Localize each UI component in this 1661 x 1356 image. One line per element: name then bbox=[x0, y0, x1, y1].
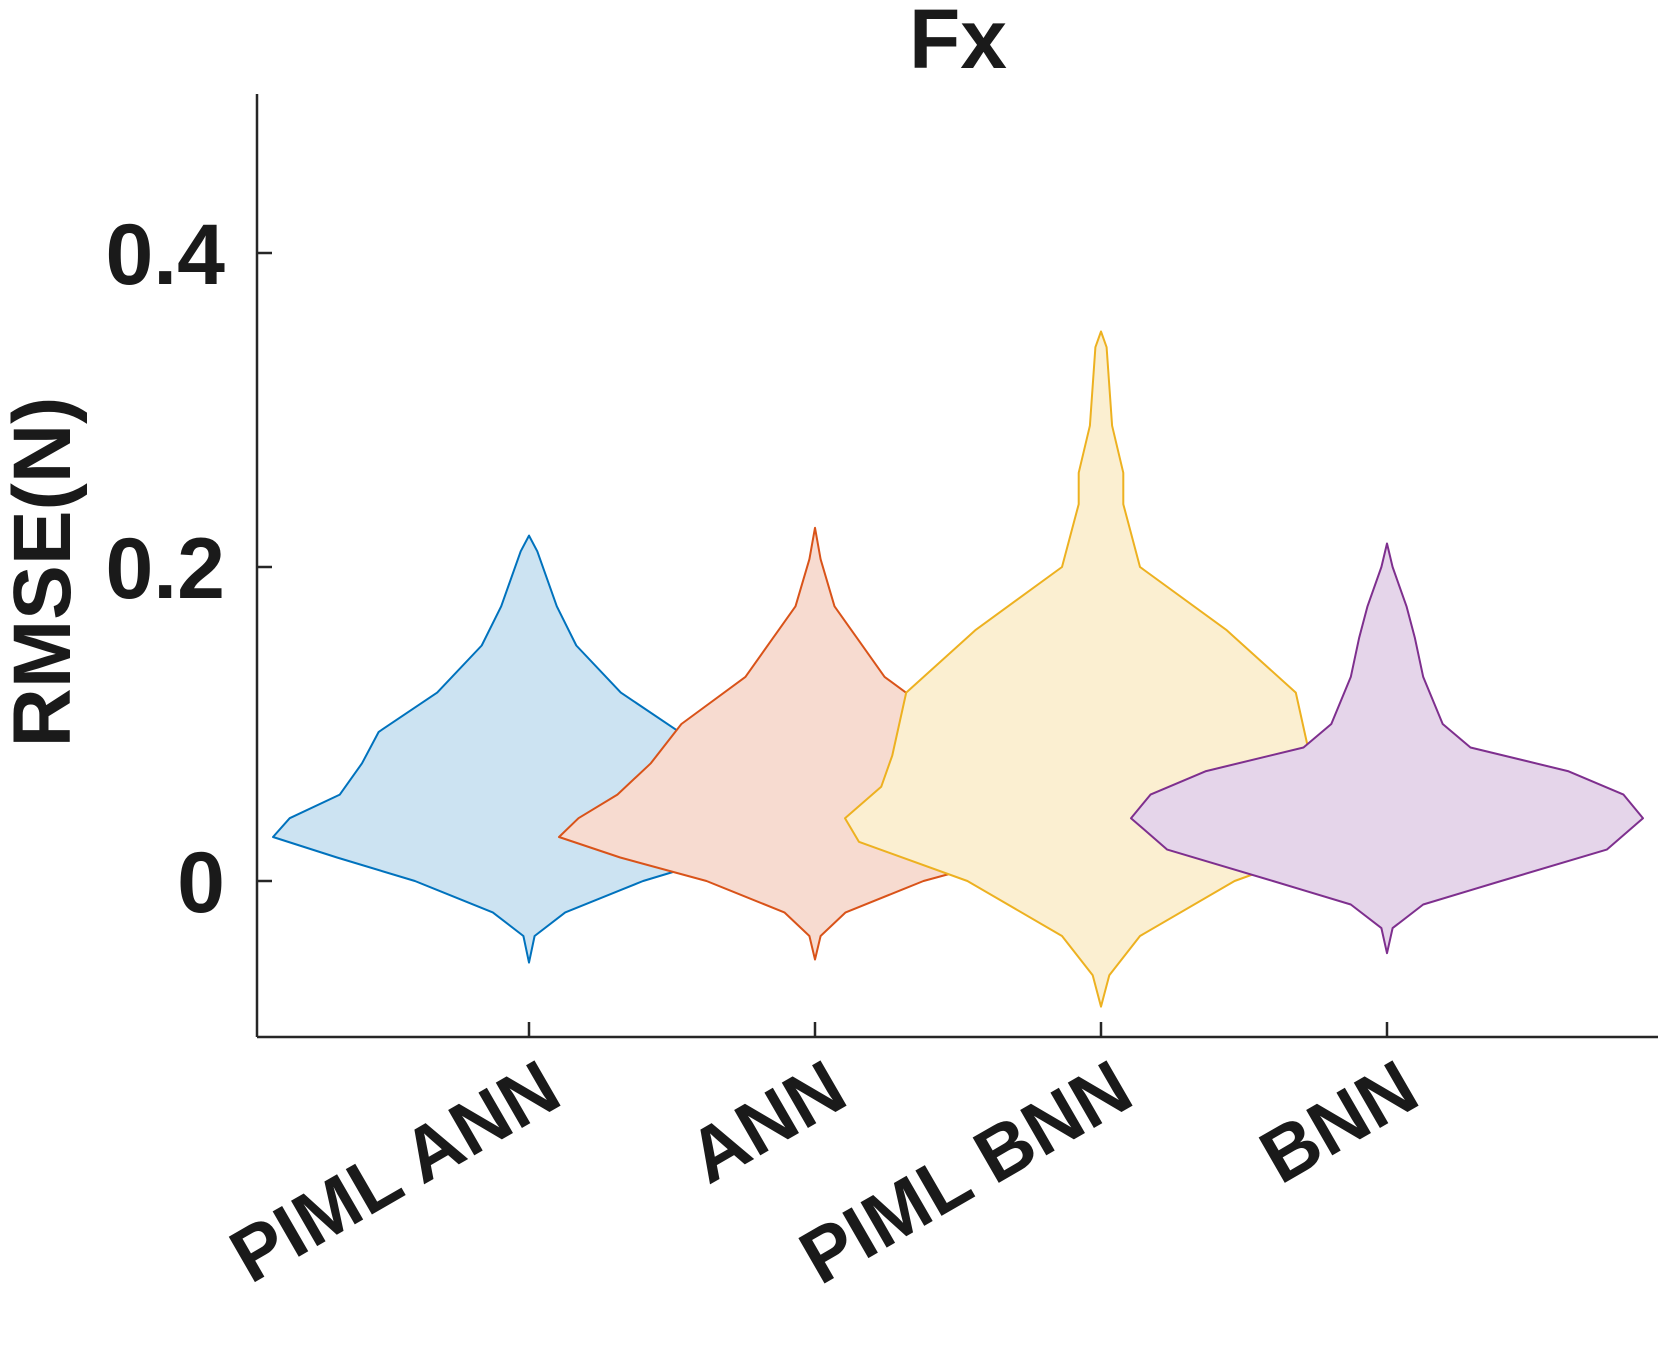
y-axis-label: RMSE(N) bbox=[0, 397, 88, 748]
x-tick-label: PIML BNN bbox=[786, 1044, 1145, 1301]
x-tick-label: ANN bbox=[674, 1044, 859, 1200]
violin-piml-bnn bbox=[844, 330, 1358, 1008]
y-ticks: 0 0.2 0.4 bbox=[105, 207, 272, 931]
violin-bnn bbox=[1130, 542, 1644, 955]
violins bbox=[272, 330, 1644, 1008]
x-tick-label: PIML ANN bbox=[217, 1044, 574, 1299]
y-tick-label: 0.4 bbox=[105, 207, 225, 303]
y-tick-label: 0.2 bbox=[105, 521, 225, 617]
y-tick-label: 0 bbox=[177, 835, 225, 931]
chart-title: Fx bbox=[909, 0, 1007, 86]
x-tick-label: BNN bbox=[1246, 1044, 1431, 1200]
